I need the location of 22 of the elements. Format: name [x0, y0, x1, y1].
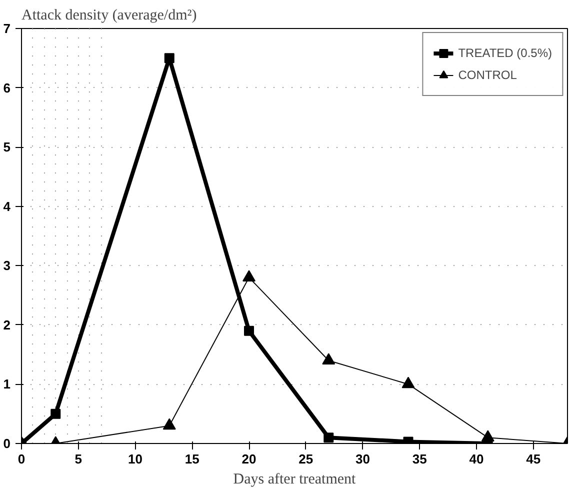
x-tick-label: 20 [242, 452, 256, 466]
x-tick-label: 25 [298, 452, 314, 466]
y-tick-label: 4 [3, 198, 12, 214]
x-tick-label: 45 [526, 452, 541, 466]
x-tick-label: 10 [128, 452, 142, 466]
x-tick-label: 5 [74, 452, 82, 466]
x-tick-label: 30 [356, 452, 370, 466]
y-tick-label: 3 [3, 258, 11, 274]
legend-label: TREATED (0.5%) [458, 46, 552, 60]
x-tick-label: 35 [412, 452, 427, 466]
y-tick-label: 1 [3, 376, 11, 392]
x-tick-label: 15 [184, 452, 200, 466]
x-tick-label: 40 [469, 452, 484, 466]
legend-label: CONTROL [458, 68, 517, 82]
y-axis-title: Attack density (average/dm²) [22, 8, 197, 24]
y-tick-label: 5 [3, 140, 11, 155]
y-tick-label: 6 [3, 80, 11, 96]
y-tick-label: 7 [3, 21, 11, 36]
x-tick-label: 0 [18, 452, 26, 466]
y-tick-label: 2 [3, 317, 11, 332]
x-axis-title: Days after treatment [233, 472, 357, 488]
y-tick-label: 0 [3, 436, 11, 451]
